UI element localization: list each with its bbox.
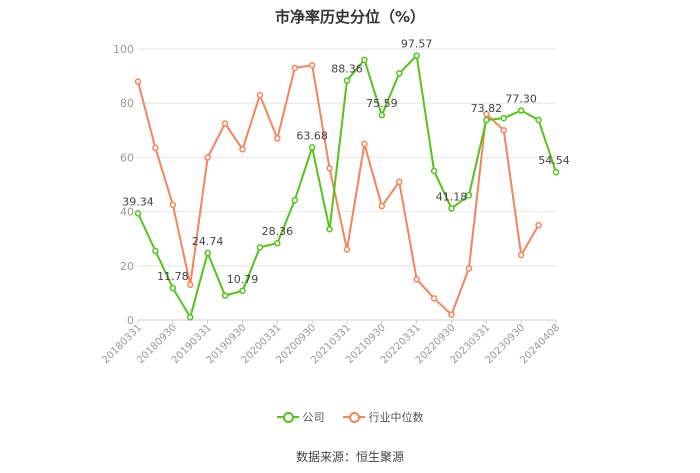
data-point-industry-median <box>343 246 351 253</box>
data-label: 88.36 <box>331 63 363 76</box>
data-point-industry-median <box>430 295 438 302</box>
series-line-company <box>137 54 557 319</box>
data-point-company <box>187 314 194 321</box>
data-label: 73.82 <box>471 102 503 115</box>
data-point-company <box>552 168 560 176</box>
data-point-industry-median <box>152 144 159 152</box>
data-point-industry-median <box>308 62 316 69</box>
data-point-company <box>152 247 159 255</box>
data-label: 54.54 <box>538 154 570 167</box>
data-point-company <box>326 225 333 233</box>
data-point-industry-median <box>256 91 264 99</box>
series-layer <box>134 52 560 321</box>
data-point-company <box>483 116 490 124</box>
data-point-company <box>517 107 525 114</box>
y-tick-label: 100 <box>113 43 134 56</box>
y-tick-label: 60 <box>120 151 134 164</box>
data-point-company <box>204 249 211 257</box>
data-point-company <box>221 292 229 299</box>
line-chart: 0204060801002018033120180930201903312019… <box>100 38 570 367</box>
data-point-company <box>378 111 386 119</box>
data-point-company <box>448 205 455 212</box>
data-label: 11.78 <box>157 270 189 283</box>
data-point-company <box>535 116 542 124</box>
data-point-industry-median <box>326 164 333 172</box>
data-point-company <box>465 192 473 199</box>
legend-item-company[interactable]: 公司 <box>276 409 325 425</box>
data-label: 75.59 <box>366 97 398 110</box>
data-point-company <box>308 144 316 151</box>
data-label: 10.79 <box>227 273 259 286</box>
data-point-industry-median <box>465 265 473 272</box>
data-label: 97.57 <box>401 38 433 51</box>
data-point-industry-median <box>483 110 490 118</box>
data-label: 63.68 <box>296 129 328 142</box>
series-line-industry-median <box>137 64 540 316</box>
y-tick-label: 0 <box>127 314 134 327</box>
data-label: 41.18 <box>436 190 468 203</box>
legend-marker-company <box>276 411 299 423</box>
data-point-company <box>413 52 420 59</box>
data-point-company <box>169 284 177 292</box>
data-point-industry-median <box>221 120 229 127</box>
data-label: 77.30 <box>505 93 537 106</box>
data-point-company <box>239 287 246 295</box>
data-label: 24.74 <box>192 235 224 248</box>
data-point-industry-median <box>187 281 194 289</box>
y-tick-label: 20 <box>120 260 134 273</box>
data-point-industry-median <box>500 127 507 134</box>
legend-label-company: 公司 <box>302 411 325 424</box>
data-point-industry-median <box>413 276 420 283</box>
legend-item-industry-median[interactable]: 行业中位数 <box>342 409 424 425</box>
data-point-industry-median <box>169 201 177 209</box>
y-tick-label: 80 <box>120 97 134 110</box>
data-point-industry-median <box>274 135 281 142</box>
grid-layer <box>138 48 556 267</box>
data-point-company <box>361 56 368 64</box>
data-point-industry-median <box>239 146 246 153</box>
data-point-industry-median <box>361 140 368 148</box>
data-point-industry-median <box>448 311 455 318</box>
data-source: 数据来源：恒生聚源 <box>295 450 404 464</box>
data-point-company <box>291 196 298 204</box>
data-label: 28.36 <box>262 225 294 238</box>
data-point-industry-median <box>134 78 142 85</box>
data-point-industry-median <box>396 178 403 186</box>
chart-title: 市净率历史分位（%） <box>274 8 426 26</box>
data-point-industry-median <box>378 202 386 210</box>
data-label: 39.34 <box>122 195 154 208</box>
data-point-company <box>430 167 438 175</box>
data-point-company <box>500 114 507 122</box>
data-point-company <box>396 70 403 77</box>
data-point-company <box>274 239 281 247</box>
data-point-industry-median <box>204 154 211 161</box>
data-point-industry-median <box>291 64 298 72</box>
data-point-company <box>256 244 264 251</box>
legend-marker-industry-median <box>342 411 365 423</box>
data-point-company <box>134 210 142 217</box>
legend-label-industry-median: 行业中位数 <box>368 411 424 424</box>
data-point-industry-median <box>517 251 525 259</box>
data-point-industry-median <box>535 221 542 229</box>
data-point-company <box>343 77 351 84</box>
legend: 公司 行业中位数 <box>0 409 700 425</box>
y-tick-label: 40 <box>120 206 134 219</box>
data-label-layer: 39.34 11.78 24.74 10.79 28.36 63.68 88.36 75.59… <box>122 38 570 286</box>
